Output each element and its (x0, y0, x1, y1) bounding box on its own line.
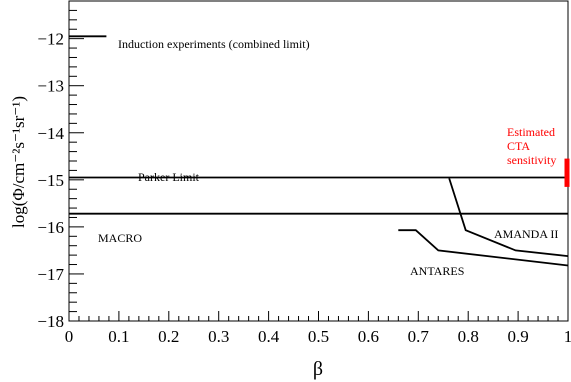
series-group (69, 35, 570, 267)
label-cta-line3: sensitivity (507, 153, 556, 167)
y-tick-label: −17 (37, 265, 64, 284)
y-tick-label: −12 (37, 30, 64, 49)
y-tick-label: −14 (37, 124, 64, 143)
label-induction: Induction experiments (combined limit) (118, 37, 310, 51)
label-antares: ANTARES (410, 264, 464, 278)
y-tick-label: −16 (37, 218, 64, 237)
x-tick-label: 0.8 (458, 327, 479, 346)
label-cta-line2: CTA (507, 139, 530, 153)
x-tick-label: 0.7 (408, 327, 430, 346)
y-axis-label: log(Φ/cm⁻²s⁻¹sr⁻¹) (9, 96, 28, 228)
label-amanda: AMANDA II (494, 227, 558, 241)
label-cta-line1: Estimated (507, 125, 555, 139)
x-tick-label: 0.2 (158, 327, 179, 346)
series-amanda-ii (448, 178, 569, 257)
x-tick-label: 0.5 (308, 327, 329, 346)
x-tick-label: 0.9 (507, 327, 528, 346)
y-tick-label: −13 (37, 77, 64, 96)
x-tick-label: 0.1 (108, 327, 129, 346)
label-parker-limit: Parker Limit (138, 170, 200, 184)
x-tick-label: 0.6 (358, 327, 379, 346)
x-tick-label: 0.4 (258, 327, 280, 346)
axis-ticks: 0 0.1 0.2 0.3 0.4 0.5 0.6 0.7 0.8 0.9 1 −18 −17 −16 −1… (37, 0, 571, 346)
x-tick-label: 1 (564, 327, 571, 346)
x-tick-label: 0 (65, 327, 74, 346)
label-macro: MACRO (98, 231, 142, 245)
y-tick-label: −18 (37, 312, 64, 331)
x-axis-label: β (313, 358, 323, 380)
series-antares (398, 229, 569, 267)
x-tick-label: 0.3 (208, 327, 229, 346)
y-tick-label: −15 (37, 171, 64, 190)
